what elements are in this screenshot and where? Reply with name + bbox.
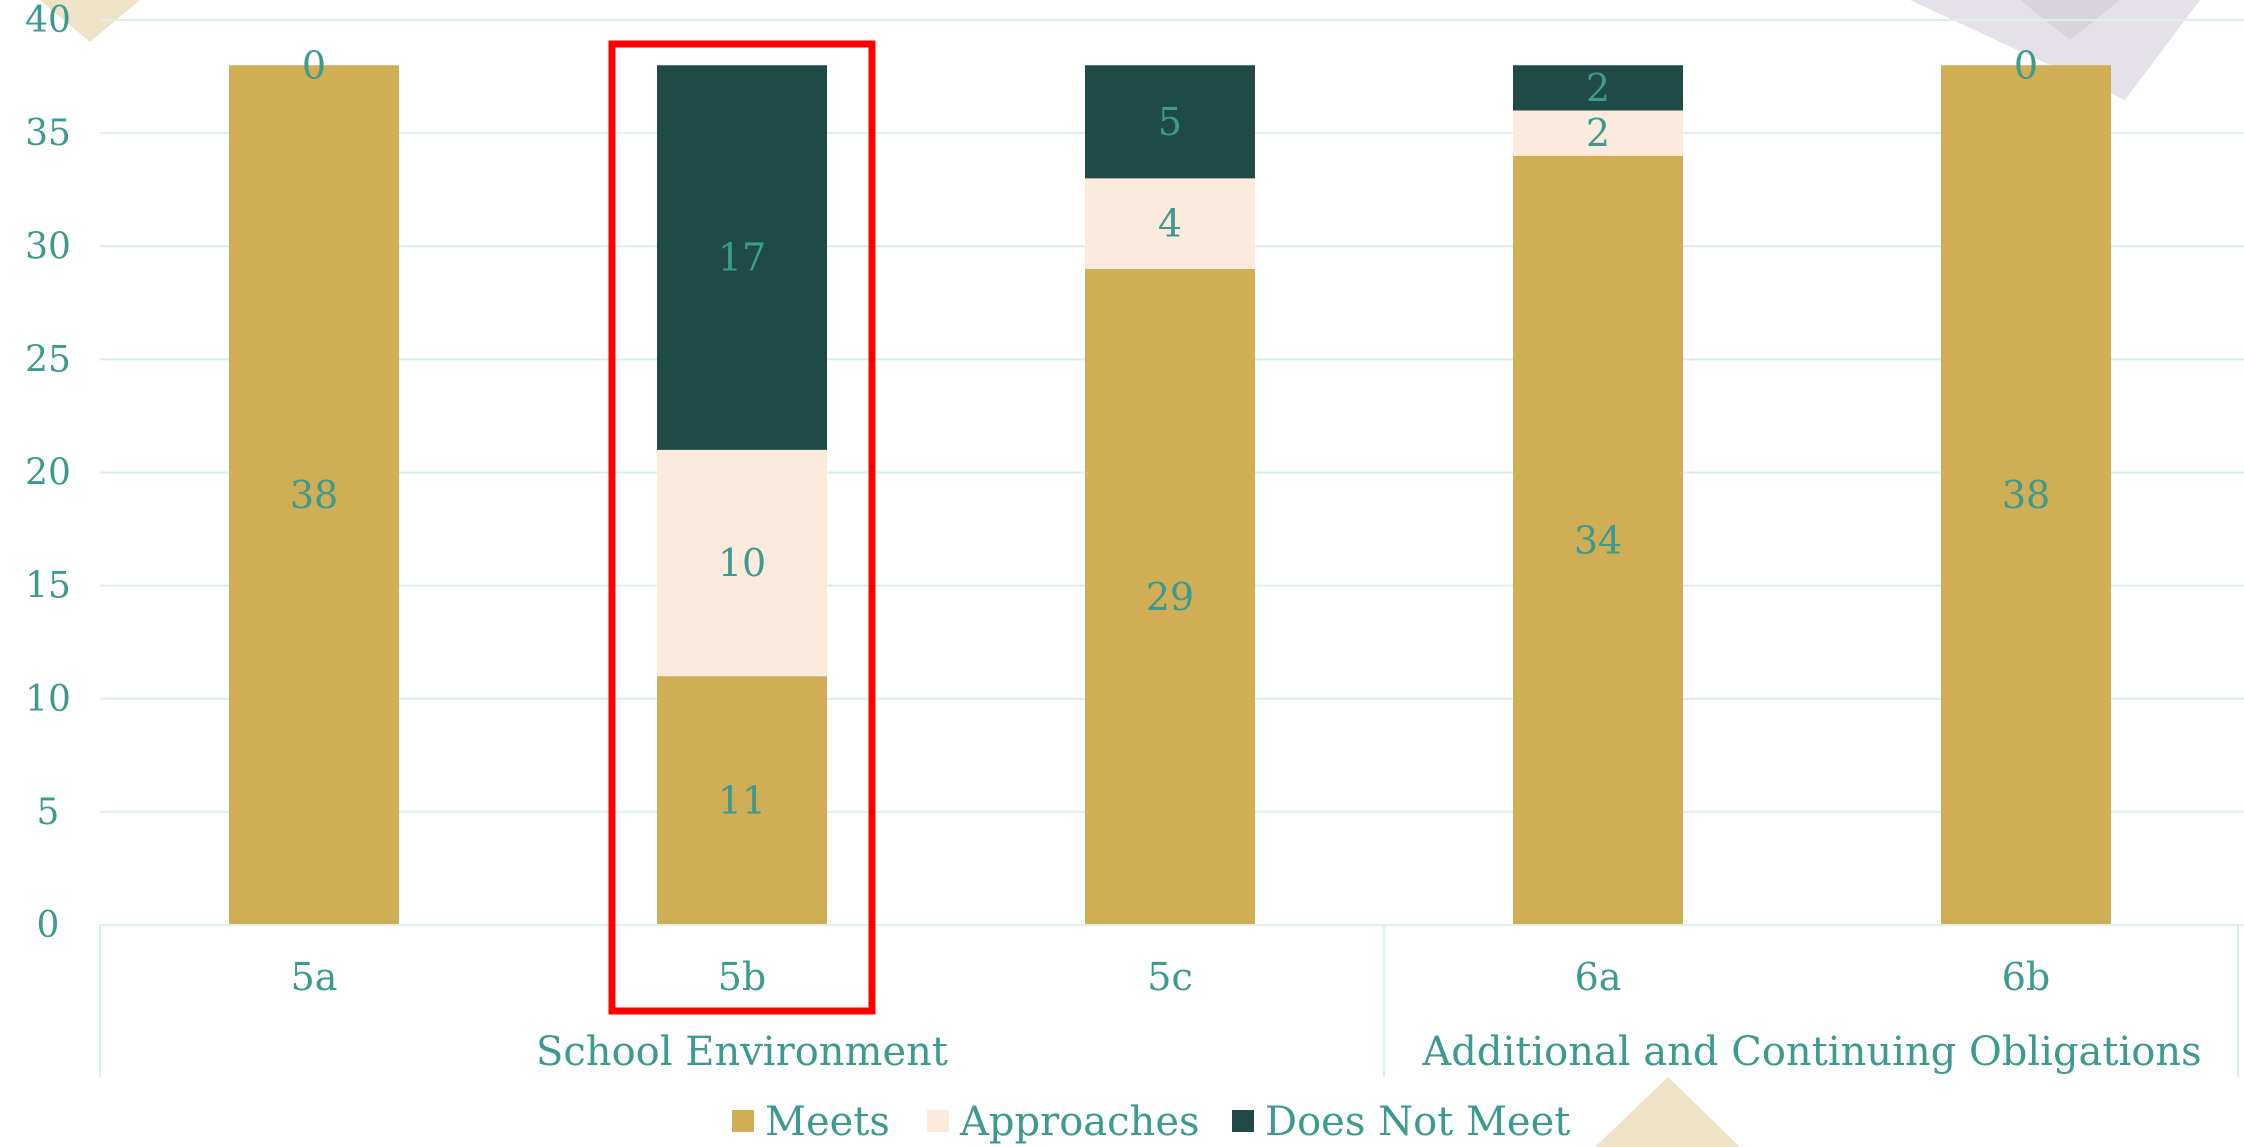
- y-tick-label: 40: [25, 0, 71, 41]
- bar-segment: [657, 65, 827, 450]
- y-tick-label: 10: [25, 679, 71, 720]
- bar-segment: [1513, 65, 1683, 111]
- y-tick-label: 0: [37, 905, 60, 946]
- legend-label: Approaches: [959, 1099, 1200, 1145]
- data-label: 17: [718, 236, 766, 280]
- decor-triangle-top-right-1: [1910, 0, 2200, 100]
- data-label: 4: [1158, 202, 1182, 246]
- x-axis: 5a 5b 5c 6a 6b School Environment Additional a…: [99, 924, 2244, 1077]
- group-label: School Environment: [536, 1029, 948, 1075]
- category-label: 6b: [2002, 955, 2051, 999]
- group-label: Additional and Continuing Obligations: [1421, 1029, 2201, 1075]
- data-label: 29: [1146, 575, 1194, 619]
- category-label: 5b: [718, 955, 767, 999]
- data-label: 2: [1586, 111, 1610, 155]
- legend-swatch: [732, 1110, 754, 1132]
- category-label: 5c: [1147, 955, 1192, 999]
- decor-triangle-top-left: [40, 0, 140, 42]
- bar-segment: [229, 65, 399, 925]
- legend: Meets Approaches Does Not Meet: [732, 1099, 1570, 1145]
- y-tick-label: 30: [25, 226, 71, 267]
- legend-label: Meets: [765, 1099, 890, 1145]
- legend-label: Does Not Meet: [1265, 1099, 1570, 1145]
- bar-segment: [1085, 268, 1255, 925]
- data-label: 0: [302, 43, 326, 87]
- category-label: 5a: [291, 955, 338, 999]
- data-label: 38: [290, 473, 338, 517]
- bar-segment: [1513, 110, 1683, 156]
- decor-triangle-bottom: [1595, 1077, 1740, 1147]
- data-label: 5: [1158, 100, 1182, 144]
- data-label: 11: [718, 779, 766, 823]
- y-tick-label: 20: [25, 453, 71, 494]
- bar-segment: [1513, 155, 1683, 925]
- bar-segment: [1941, 65, 2111, 925]
- y-tick-label: 25: [25, 339, 71, 380]
- bar-segment: [657, 676, 827, 925]
- highlight-box: [608, 40, 876, 1015]
- y-tick-label: 15: [25, 566, 71, 607]
- y-tick-label: 35: [25, 113, 71, 154]
- legend-swatch: [1232, 1110, 1254, 1132]
- data-label: 10: [718, 541, 766, 585]
- bar-segment: [657, 449, 827, 677]
- data-label: 0: [2014, 43, 2038, 87]
- data-label: 2: [1586, 66, 1610, 110]
- data-labels: 38 0 11 10 17 29 4 5 34 22 38 0: [290, 43, 2050, 822]
- highlight-rectangle: [608, 40, 876, 1015]
- category-label: 6a: [1575, 955, 1622, 999]
- y-axis: 0 5 10 15 20 25 30 35 40: [25, 0, 71, 946]
- data-label: 38: [2002, 473, 2050, 517]
- legend-swatch: [927, 1110, 949, 1132]
- bars: [229, 65, 2111, 925]
- bar-segment: [1085, 178, 1255, 269]
- bar-segment: [1085, 65, 1255, 179]
- data-label: 34: [1574, 518, 1622, 562]
- y-tick-label: 5: [37, 792, 60, 833]
